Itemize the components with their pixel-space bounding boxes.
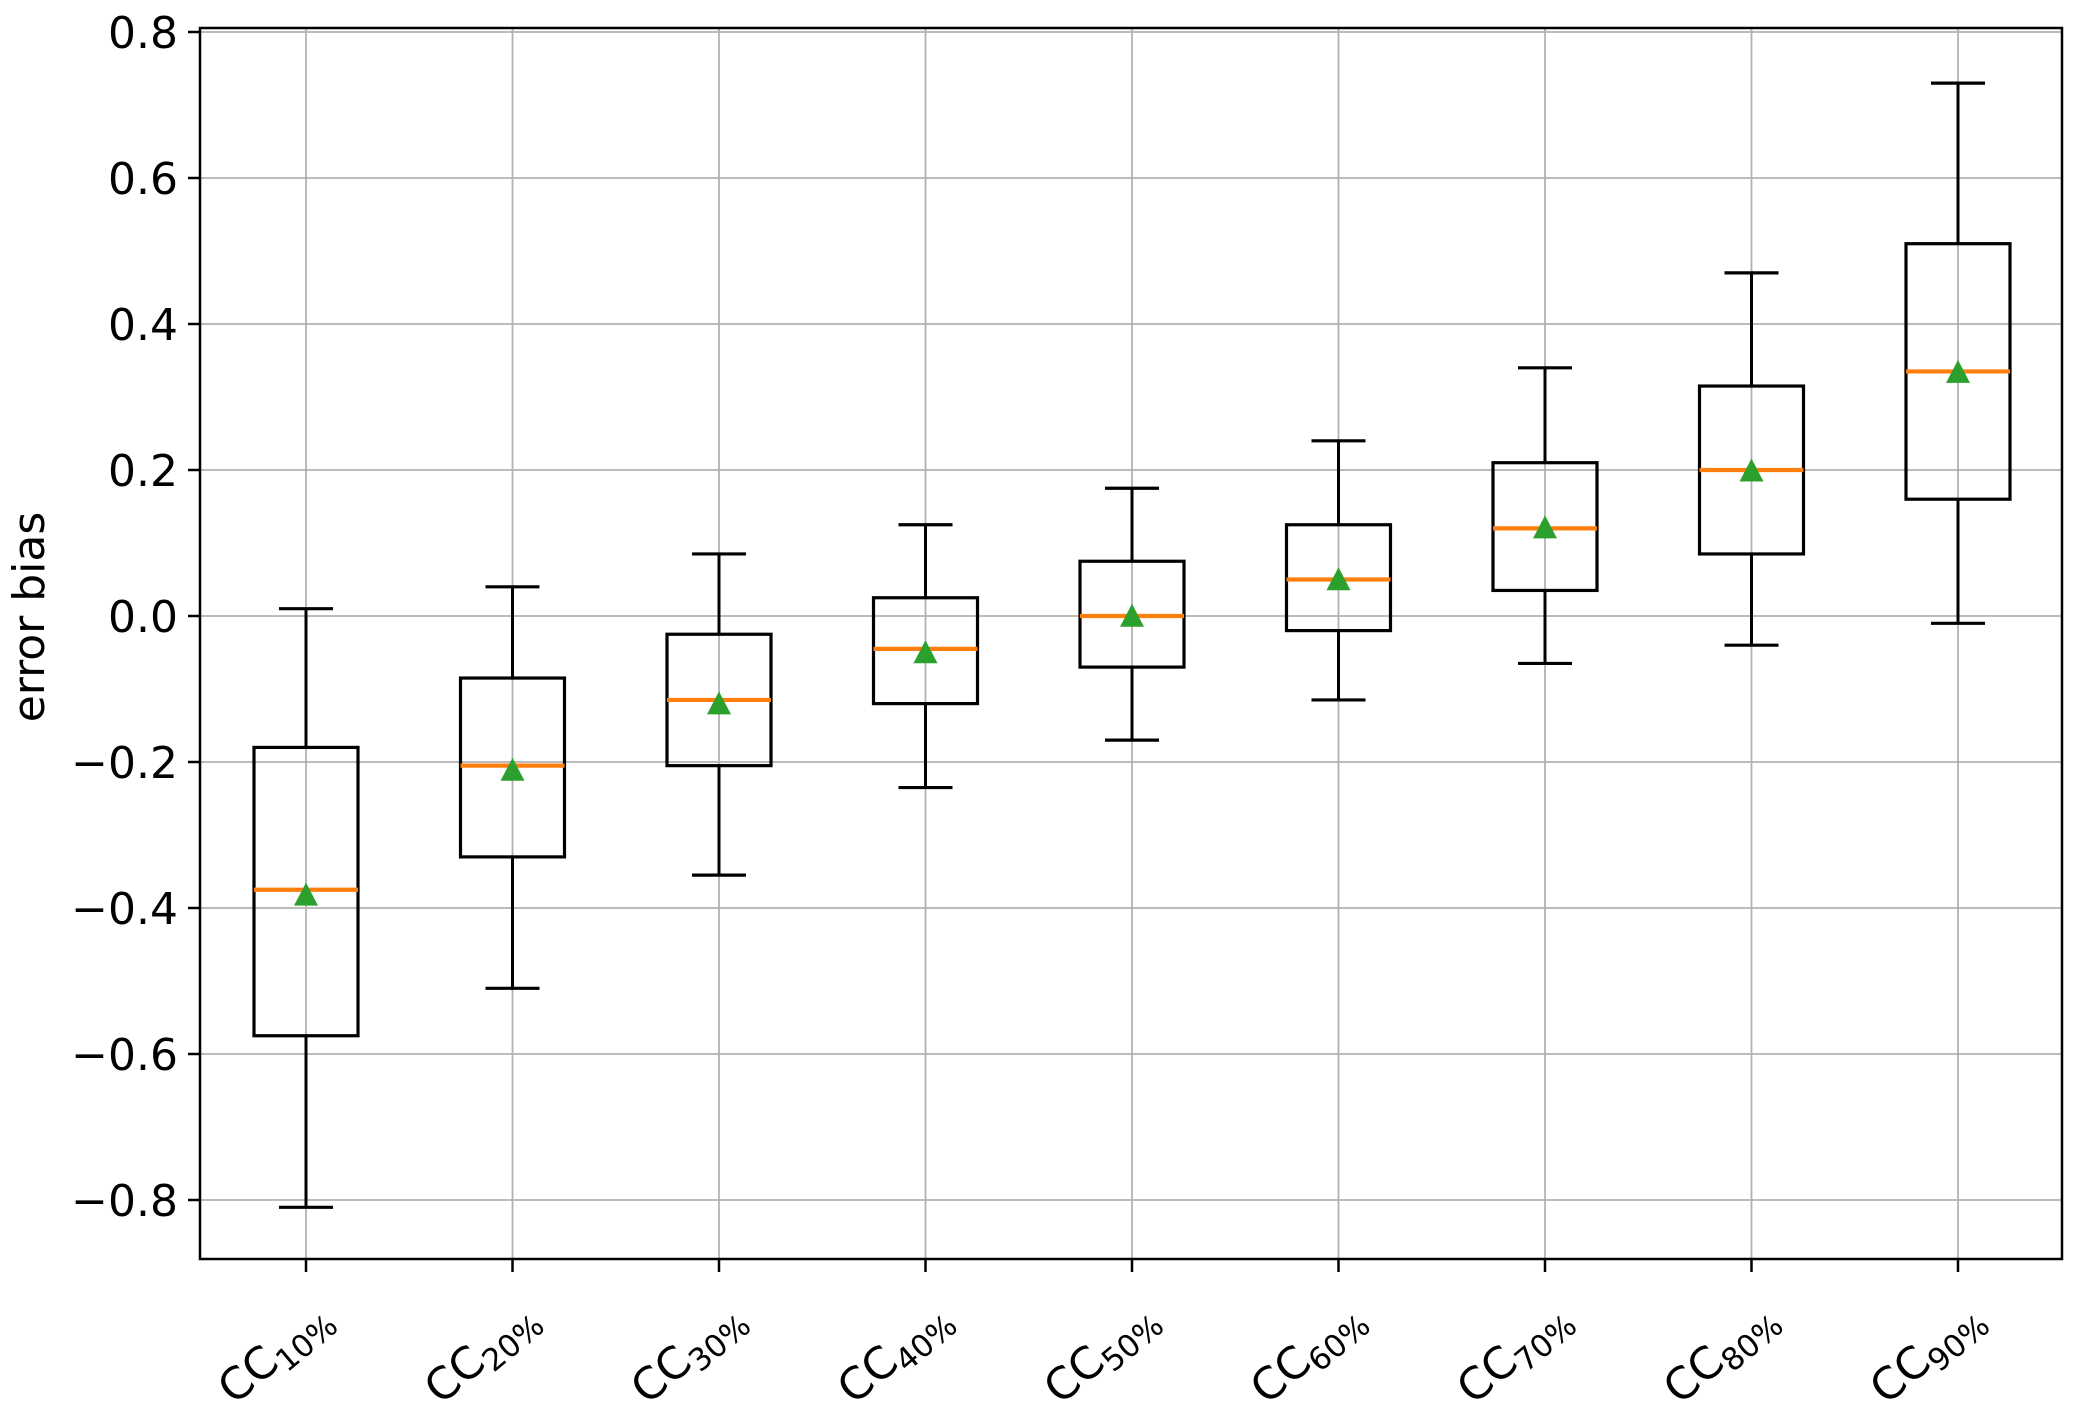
y-axis-label: error bias xyxy=(4,512,55,723)
y-tick-label: −0.6 xyxy=(71,1030,178,1081)
box-group-CC90% xyxy=(1904,81,2012,625)
x-tick-label: CC60% xyxy=(1241,1291,1378,1418)
axis-label-layer: 0.8 0.6 0.4 0.2 0.0 −0.2 −0.4 −0.6 −0.8 CC10% CC20… xyxy=(71,8,1997,1418)
box-group-CC50% xyxy=(1078,486,1186,742)
box-group-CC30% xyxy=(665,552,773,877)
box-group-CC10% xyxy=(252,607,360,1209)
y-tick-label: −0.4 xyxy=(71,884,178,935)
tick-layer xyxy=(188,30,1960,1272)
mean-marker xyxy=(1120,603,1144,627)
y-tick-label: −0.8 xyxy=(71,1176,178,1227)
y-tick-label: 0.8 xyxy=(108,8,178,59)
y-tick-label: 0.4 xyxy=(108,300,178,351)
mean-marker xyxy=(1946,359,1970,383)
y-tick-label: 0.2 xyxy=(108,446,178,497)
plot-frame xyxy=(198,26,2064,1261)
y-tick-label: 0.0 xyxy=(108,592,178,643)
x-tick-label: CC50% xyxy=(1034,1291,1171,1418)
mean-marker xyxy=(500,757,525,781)
x-tick-label: CC70% xyxy=(1447,1291,1584,1418)
x-tick-label: CC80% xyxy=(1654,1291,1791,1418)
y-tick-label: −0.2 xyxy=(71,738,178,789)
x-tick-label: CC90% xyxy=(1860,1291,1997,1418)
mean-marker xyxy=(1326,567,1351,591)
mean-marker xyxy=(294,882,318,906)
x-tick-label: CC10% xyxy=(208,1291,344,1418)
box-group-CC20% xyxy=(458,585,567,990)
box-group-CC80% xyxy=(1697,271,1806,647)
box-group-CC60% xyxy=(1284,439,1393,702)
box-layer xyxy=(252,81,2012,1209)
grid-layer xyxy=(200,28,2062,1259)
box-group-CC40% xyxy=(871,523,980,790)
mean-marker xyxy=(1533,515,1557,539)
mean-marker xyxy=(913,640,938,664)
x-tick-label: CC20% xyxy=(415,1291,551,1418)
box-group-CC70% xyxy=(1491,366,1599,666)
y-tick-label: 0.6 xyxy=(108,154,178,205)
x-tick-label: CC30% xyxy=(621,1291,757,1418)
x-tick-label: CC40% xyxy=(828,1291,964,1418)
mean-marker xyxy=(1739,458,1764,482)
mean-marker xyxy=(707,691,731,715)
